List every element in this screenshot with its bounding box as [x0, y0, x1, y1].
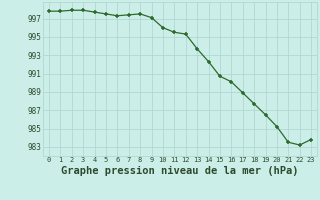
- X-axis label: Graphe pression niveau de la mer (hPa): Graphe pression niveau de la mer (hPa): [61, 166, 299, 176]
